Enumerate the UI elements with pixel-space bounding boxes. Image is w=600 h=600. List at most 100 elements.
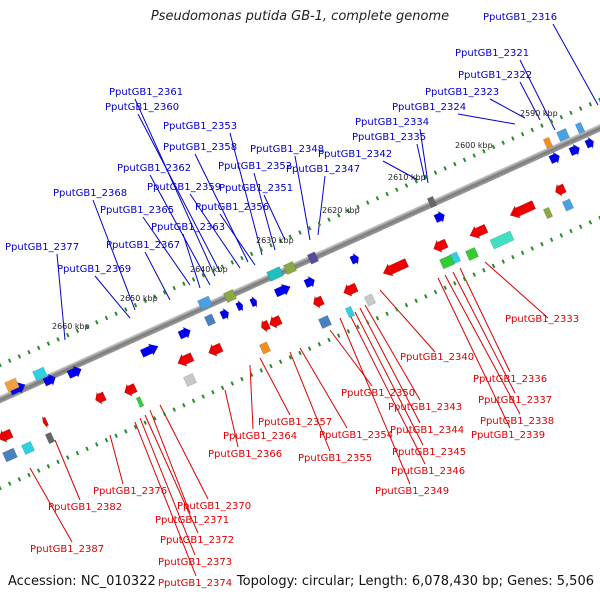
forward-gene-2[interactable] xyxy=(66,364,84,381)
reverse-gene-8[interactable] xyxy=(380,257,410,280)
reverse-gene-4[interactable] xyxy=(206,341,224,359)
forward-gene-label[interactable]: PputGB1_2352 xyxy=(218,161,292,172)
forward-gene-label[interactable]: PputGB1_2353 xyxy=(163,121,237,132)
reverse-gene-label[interactable]: PputGB1_2350 xyxy=(341,388,415,399)
forward-gene-12[interactable] xyxy=(584,136,596,150)
reverse-category-box-5[interactable] xyxy=(344,305,356,319)
reverse-category-box-10[interactable] xyxy=(561,198,575,212)
reverse-category-box-11[interactable] xyxy=(542,206,554,220)
reverse-gene-label[interactable]: PputGB1_2333 xyxy=(505,314,579,325)
reverse-gene-13[interactable] xyxy=(40,415,50,429)
reverse-gene-label[interactable]: PputGB1_2382 xyxy=(48,502,122,513)
forward-gene-label[interactable]: PputGB1_2334 xyxy=(355,117,429,128)
forward-category-box-7[interactable] xyxy=(556,128,570,142)
reverse-gene-5[interactable] xyxy=(267,314,283,331)
reverse-gene-label[interactable]: PputGB1_2344 xyxy=(390,425,464,436)
reverse-gene-label[interactable]: PputGB1_2343 xyxy=(388,402,462,413)
forward-gene-label[interactable]: PputGB1_2316 xyxy=(483,12,557,23)
forward-category-box-4[interactable] xyxy=(266,266,284,282)
forward-gene-label[interactable]: PputGB1_2342 xyxy=(318,149,392,160)
forward-gene-label[interactable]: PputGB1_2322 xyxy=(458,70,532,81)
forward-gene-14[interactable] xyxy=(235,299,245,312)
reverse-gene-label[interactable]: PputGB1_2337 xyxy=(478,395,552,406)
reverse-gene-label[interactable]: PputGB1_2349 xyxy=(375,486,449,497)
reverse-gene-1[interactable] xyxy=(93,390,107,406)
forward-gene-label[interactable]: PputGB1_2369 xyxy=(57,264,131,275)
forward-gene-label[interactable]: PputGB1_2323 xyxy=(425,87,499,98)
reverse-category-box-12[interactable] xyxy=(44,431,56,445)
forward-category-box-11[interactable] xyxy=(203,313,217,327)
forward-gene-9[interactable] xyxy=(433,209,447,224)
forward-gene-label[interactable]: PputGB1_2363 xyxy=(151,222,225,233)
forward-category-box-2[interactable] xyxy=(197,295,213,311)
forward-category-box-3[interactable] xyxy=(223,289,237,303)
reverse-gene-label[interactable]: PputGB1_2355 xyxy=(298,453,372,464)
reverse-gene-14[interactable] xyxy=(259,318,272,333)
forward-gene-11[interactable] xyxy=(568,142,582,157)
reverse-gene-7[interactable] xyxy=(341,281,359,299)
forward-gene-label[interactable]: PputGB1_2358 xyxy=(163,142,237,153)
forward-gene-1[interactable] xyxy=(42,372,58,388)
forward-category-box-6[interactable] xyxy=(306,251,320,265)
reverse-gene-label[interactable]: PputGB1_2373 xyxy=(158,557,232,568)
forward-gene-6[interactable] xyxy=(273,281,293,299)
forward-gene-3[interactable] xyxy=(139,341,160,359)
reverse-gene-label[interactable]: PputGB1_2372 xyxy=(160,535,234,546)
forward-gene-label[interactable]: PputGB1_2351 xyxy=(219,183,293,194)
reverse-category-box-2[interactable] xyxy=(183,373,197,387)
reverse-gene-label[interactable]: PputGB1_2370 xyxy=(177,501,251,512)
reverse-gene-9[interactable] xyxy=(431,237,449,255)
forward-gene-8[interactable] xyxy=(349,252,361,266)
reverse-gene-label[interactable]: PputGB1_2339 xyxy=(471,430,545,441)
reverse-category-box-3[interactable] xyxy=(258,341,272,355)
reverse-category-box-1[interactable] xyxy=(21,441,35,455)
forward-gene-label[interactable]: PputGB1_2377 xyxy=(5,242,79,253)
forward-gene-label[interactable]: PputGB1_2335 xyxy=(352,132,426,143)
reverse-gene-0[interactable] xyxy=(0,427,14,445)
forward-gene-10[interactable] xyxy=(548,150,562,165)
reverse-gene-3[interactable] xyxy=(175,351,195,369)
forward-gene-label[interactable]: PputGB1_2321 xyxy=(455,48,529,59)
reverse-gene-label[interactable]: PputGB1_2371 xyxy=(155,515,229,526)
forward-gene-13[interactable] xyxy=(249,295,259,308)
reverse-gene-11[interactable] xyxy=(507,199,537,222)
forward-gene-label[interactable]: PputGB1_2367 xyxy=(106,240,180,251)
reverse-gene-10[interactable] xyxy=(467,222,489,241)
forward-category-box-12[interactable] xyxy=(318,315,332,329)
forward-category-box-9[interactable] xyxy=(574,121,586,135)
forward-gene-label[interactable]: PputGB1_2348 xyxy=(250,144,324,155)
reverse-gene-label[interactable]: PputGB1_2387 xyxy=(30,544,104,555)
reverse-gene-label[interactable]: PputGB1_2338 xyxy=(480,416,554,427)
forward-gene-label[interactable]: PputGB1_2362 xyxy=(117,163,191,174)
reverse-gene-12[interactable] xyxy=(553,182,567,198)
reverse-gene-label[interactable]: PputGB1_2376 xyxy=(93,486,167,497)
reverse-category-box-8[interactable] xyxy=(465,247,479,261)
reverse-category-box-0[interactable] xyxy=(2,447,18,463)
reverse-gene-label[interactable]: PputGB1_2336 xyxy=(473,374,547,385)
forward-gene-label[interactable]: PputGB1_2324 xyxy=(392,102,466,113)
forward-gene-label[interactable]: PputGB1_2368 xyxy=(53,188,127,199)
reverse-gene-label[interactable]: PputGB1_2357 xyxy=(258,417,332,428)
reverse-category-box-6[interactable] xyxy=(135,396,145,408)
forward-gene-4[interactable] xyxy=(177,325,193,341)
forward-category-box-8[interactable] xyxy=(542,136,554,150)
reverse-gene-label[interactable]: PputGB1_2340 xyxy=(400,352,474,363)
forward-category-box-1[interactable] xyxy=(32,366,48,382)
reverse-gene-label[interactable]: PputGB1_2345 xyxy=(392,447,466,458)
reverse-gene-label[interactable]: PputGB1_2346 xyxy=(391,466,465,477)
reverse-gene-label[interactable]: PputGB1_2366 xyxy=(208,449,282,460)
reverse-gene-label[interactable]: PputGB1_2364 xyxy=(223,431,297,442)
forward-gene-7[interactable] xyxy=(303,274,317,289)
forward-gene-label[interactable]: PputGB1_2365 xyxy=(100,205,174,216)
reverse-category-box-7[interactable] xyxy=(439,254,455,270)
forward-gene-label[interactable]: PputGB1_2356 xyxy=(195,202,269,213)
forward-gene-label[interactable]: PputGB1_2347 xyxy=(286,164,360,175)
forward-category-box-10[interactable] xyxy=(426,195,438,209)
reverse-gene-2[interactable] xyxy=(122,382,138,399)
reverse-gene-label[interactable]: PputGB1_2354 xyxy=(319,430,393,441)
forward-gene-5[interactable] xyxy=(219,307,231,321)
reverse-category-box-4[interactable] xyxy=(363,293,377,307)
forward-gene-label[interactable]: PputGB1_2359 xyxy=(147,182,221,193)
reverse-category-box-9[interactable] xyxy=(489,230,515,250)
